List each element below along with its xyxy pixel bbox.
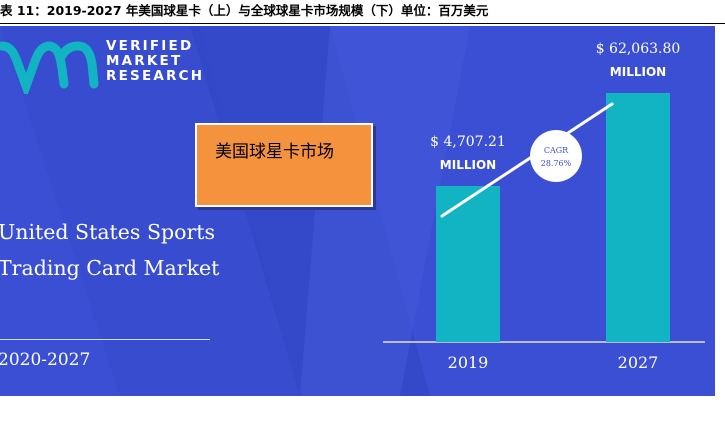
growth-trend-line bbox=[440, 102, 614, 218]
vmr-logo-icon bbox=[0, 41, 99, 94]
headline-line-1: United States Sports bbox=[0, 220, 216, 244]
bar bbox=[436, 186, 500, 342]
bar-chart: 2019 $ 4,707.21 MILLION 2027 $ 62,063.80 MILL… bbox=[383, 41, 705, 372]
banner-background bbox=[0, 26, 470, 396]
period-divider bbox=[0, 339, 210, 340]
headline-line-2: Trading Card Market bbox=[0, 256, 220, 280]
cagr-value: 28.76% bbox=[541, 159, 572, 168]
data-label-unit: MILLION bbox=[440, 158, 496, 172]
vmr-logo-text: VERIFIED MARKET RESEARCH bbox=[106, 39, 204, 84]
x-tick-label: 2019 bbox=[448, 353, 489, 372]
caption-divider bbox=[0, 23, 725, 24]
logo-line: RESEARCH bbox=[106, 68, 205, 84]
data-label-value: $ 4,707.21 bbox=[430, 134, 506, 150]
market-headline: United States Sports Trading Card Market bbox=[0, 214, 219, 286]
logo-line: VERIFIED bbox=[106, 38, 194, 54]
forecast-period: 2020-2027 bbox=[0, 350, 91, 370]
data-label-value: $ 62,063.80 bbox=[596, 41, 681, 57]
market-banner: VERIFIED MARKET RESEARCH United States S… bbox=[0, 26, 715, 396]
figure-caption: 表 11：2019-2027 年美国球星卡（上）与全球球星卡市场规模（下）单位：… bbox=[0, 3, 489, 18]
cagr-label: CAGR bbox=[544, 146, 569, 155]
overlay-label-box: 美国球星卡市场 bbox=[195, 123, 373, 207]
cagr-badge bbox=[530, 130, 582, 182]
overlay-label: 美国球星卡市场 bbox=[215, 142, 334, 162]
logo-line: MARKET bbox=[106, 53, 183, 69]
bar bbox=[606, 93, 670, 342]
x-tick-label: 2027 bbox=[618, 353, 659, 372]
data-label-unit: MILLION bbox=[610, 65, 666, 79]
